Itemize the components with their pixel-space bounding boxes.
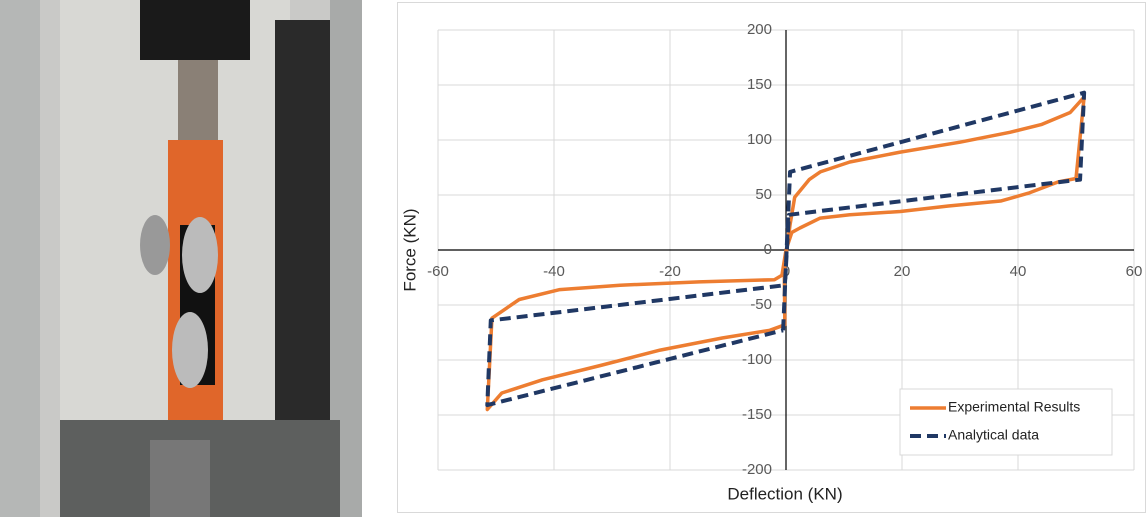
- y-tick-label: 50: [755, 186, 772, 203]
- x-tick-label: 20: [894, 263, 911, 280]
- y-axis-title: Force (KN): [400, 208, 419, 291]
- grip-top: [178, 60, 218, 140]
- photo: [0, 0, 362, 517]
- figure: Deflection (KN) Force (KN) -60-40-200204…: [0, 0, 1148, 517]
- insulator: [182, 217, 218, 293]
- y-tick-label: 150: [747, 76, 772, 93]
- y-tick-label: -50: [750, 296, 772, 313]
- load-cell: [140, 0, 250, 60]
- x-tick-label: -20: [659, 263, 681, 280]
- insulator: [140, 215, 170, 275]
- x-tick-label: -60: [427, 263, 449, 280]
- y-tick-label: -150: [742, 406, 772, 423]
- x-tick-label: 40: [1010, 263, 1027, 280]
- legend-label: Experimental Results: [948, 399, 1080, 415]
- x-axis-title: Deflection (KN): [727, 484, 842, 503]
- y-tick-label: 0: [764, 241, 772, 258]
- frame-left: [0, 0, 40, 517]
- y-tick-label: 200: [747, 21, 772, 38]
- y-tick-label: -200: [742, 461, 772, 478]
- x-tick-label: -40: [543, 263, 565, 280]
- legend-label: Analytical data: [948, 427, 1039, 443]
- page: {"chart_data": {"type": "line", "xlabel"…: [0, 0, 1148, 517]
- insulator: [172, 312, 208, 388]
- x-tick-label: 60: [1126, 263, 1143, 280]
- y-tick-label: -100: [742, 351, 772, 368]
- y-tick-label: 100: [747, 131, 772, 148]
- grip-bottom: [150, 440, 210, 517]
